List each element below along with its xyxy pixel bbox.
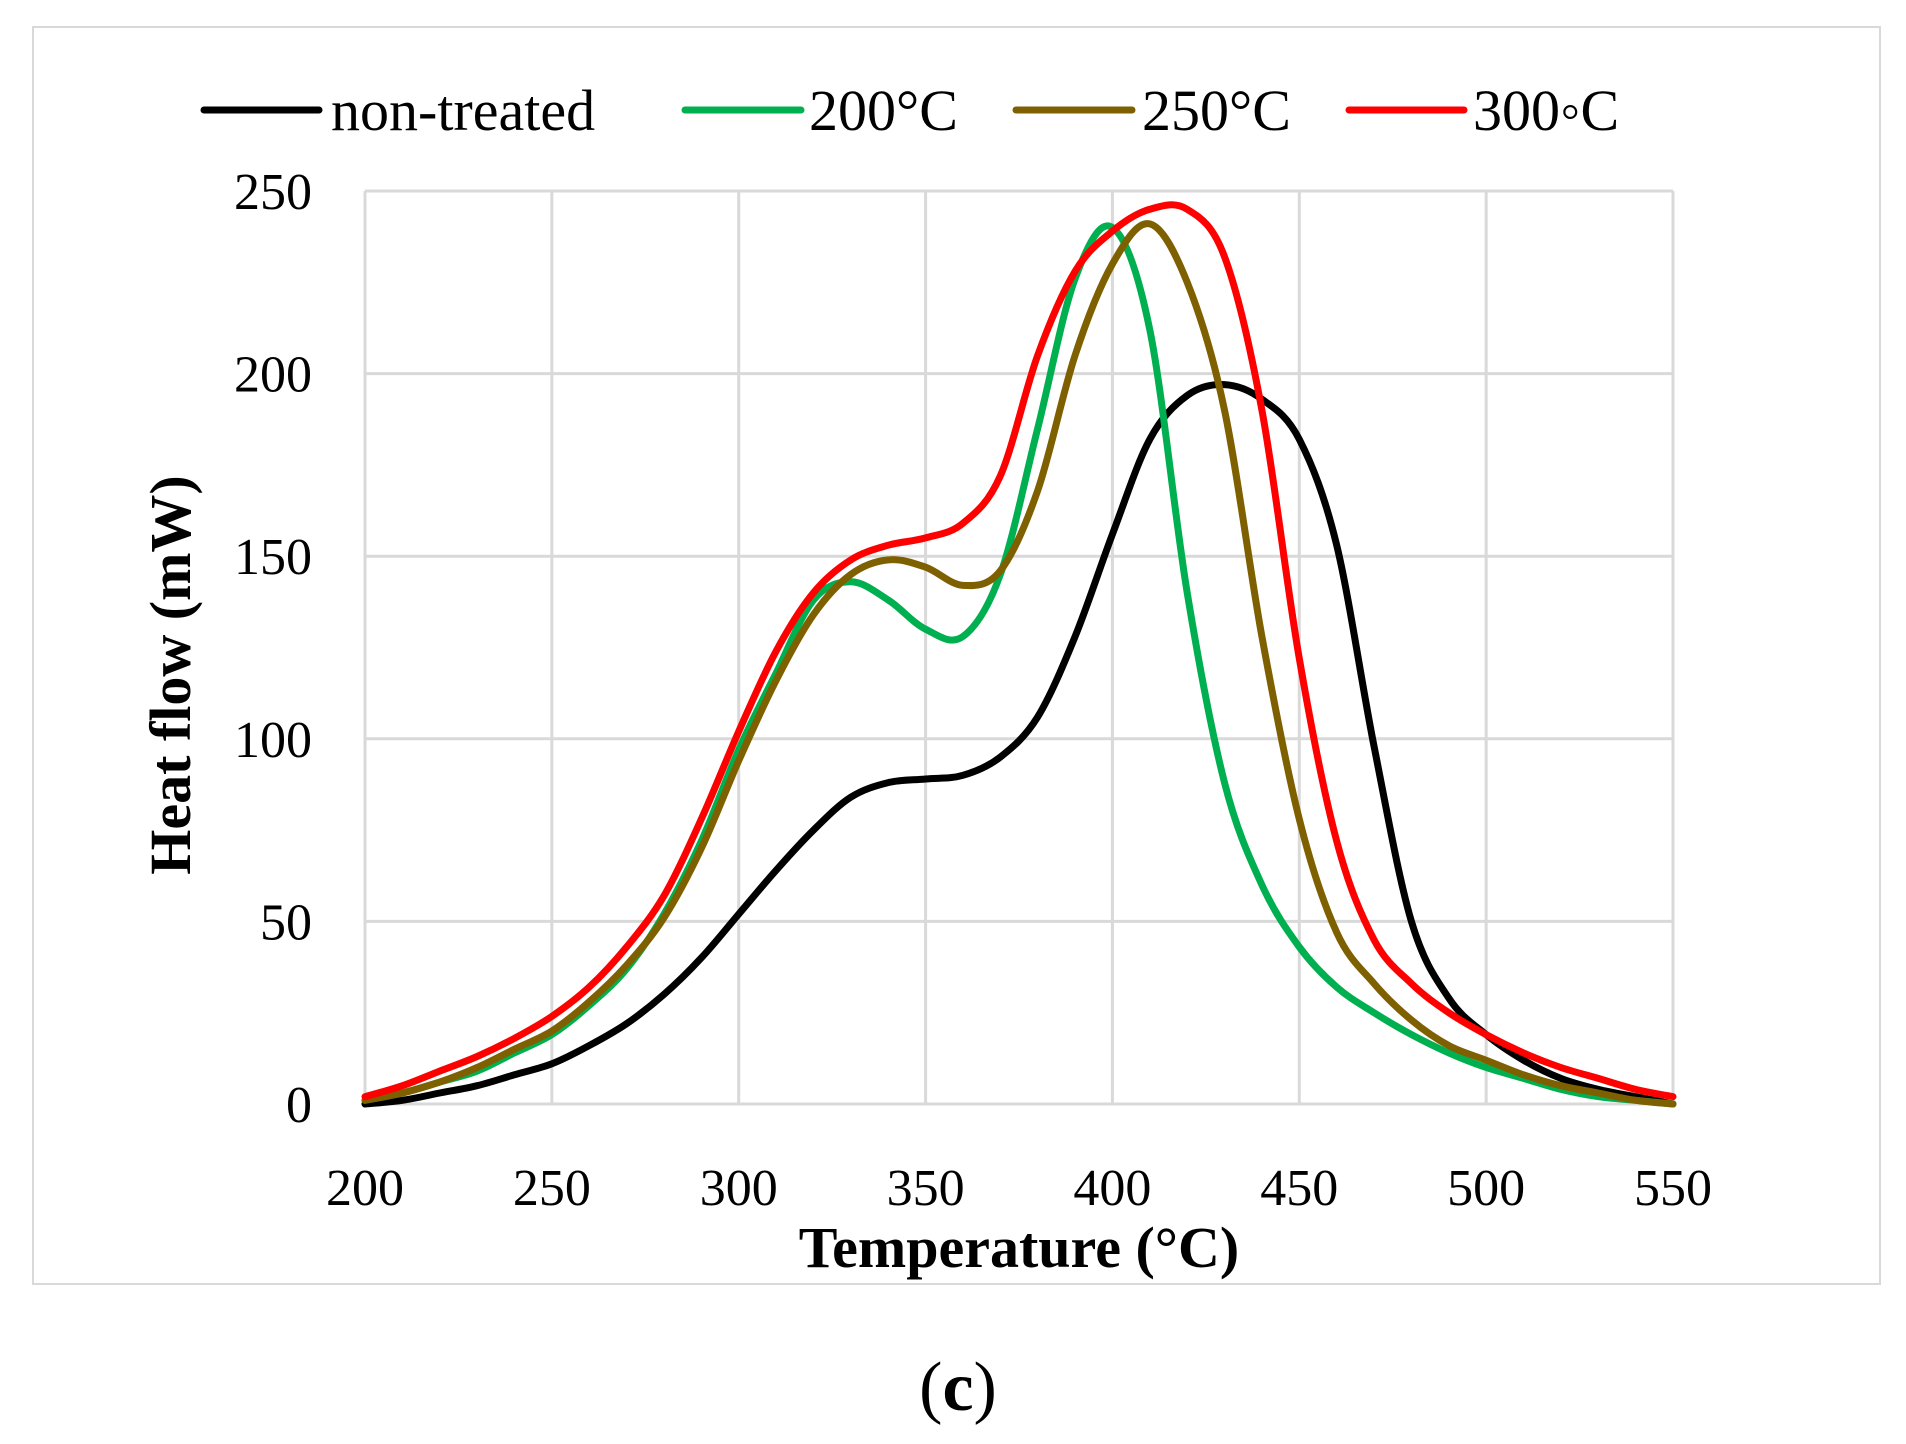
y-tick-label-250: 250 [234,164,312,221]
x-tick-label-300: 300 [700,1160,778,1217]
series-line-non-treated [361,380,1677,1108]
legend-label-300c: 300◦C [1473,78,1619,143]
legend-label-200c: 200°C [809,78,958,143]
series-line-250-c [361,220,1677,1108]
x-tick-labels: 200 250 300 350 400 450 500 550 [326,1160,1712,1217]
series-lines [361,201,1677,1108]
caption-close-paren: ) [974,1349,997,1426]
y-tick-labels: 0 50 100 150 200 250 [234,164,312,1134]
figure-caption: (c) [919,1349,997,1426]
x-axis-title: Temperature (°C) [799,1215,1239,1280]
y-tick-label-0: 0 [286,1077,312,1134]
caption-label: c [942,1349,973,1426]
x-tick-label-550: 550 [1634,1160,1712,1217]
caption-open-paren: ( [919,1349,942,1426]
series-line-300-c [361,201,1677,1101]
x-tick-label-350: 350 [887,1160,965,1217]
x-tick-label-200: 200 [326,1160,404,1217]
x-tick-label-500: 500 [1447,1160,1525,1217]
y-axis-title: Heat flow (mW) [138,475,203,874]
y-tick-label-100: 100 [234,712,312,769]
x-tick-label-450: 450 [1260,1160,1338,1217]
y-tick-label-50: 50 [260,894,312,951]
legend-label-non-treated: non-treated [331,78,595,143]
y-tick-label-200: 200 [234,347,312,404]
legend: non-treated 200°C 250°C 300◦C [200,78,1619,143]
x-tick-label-250: 250 [513,1160,591,1217]
y-tick-label-150: 150 [234,529,312,586]
x-tick-label-400: 400 [1073,1160,1151,1217]
legend-label-250c: 250°C [1142,78,1291,143]
